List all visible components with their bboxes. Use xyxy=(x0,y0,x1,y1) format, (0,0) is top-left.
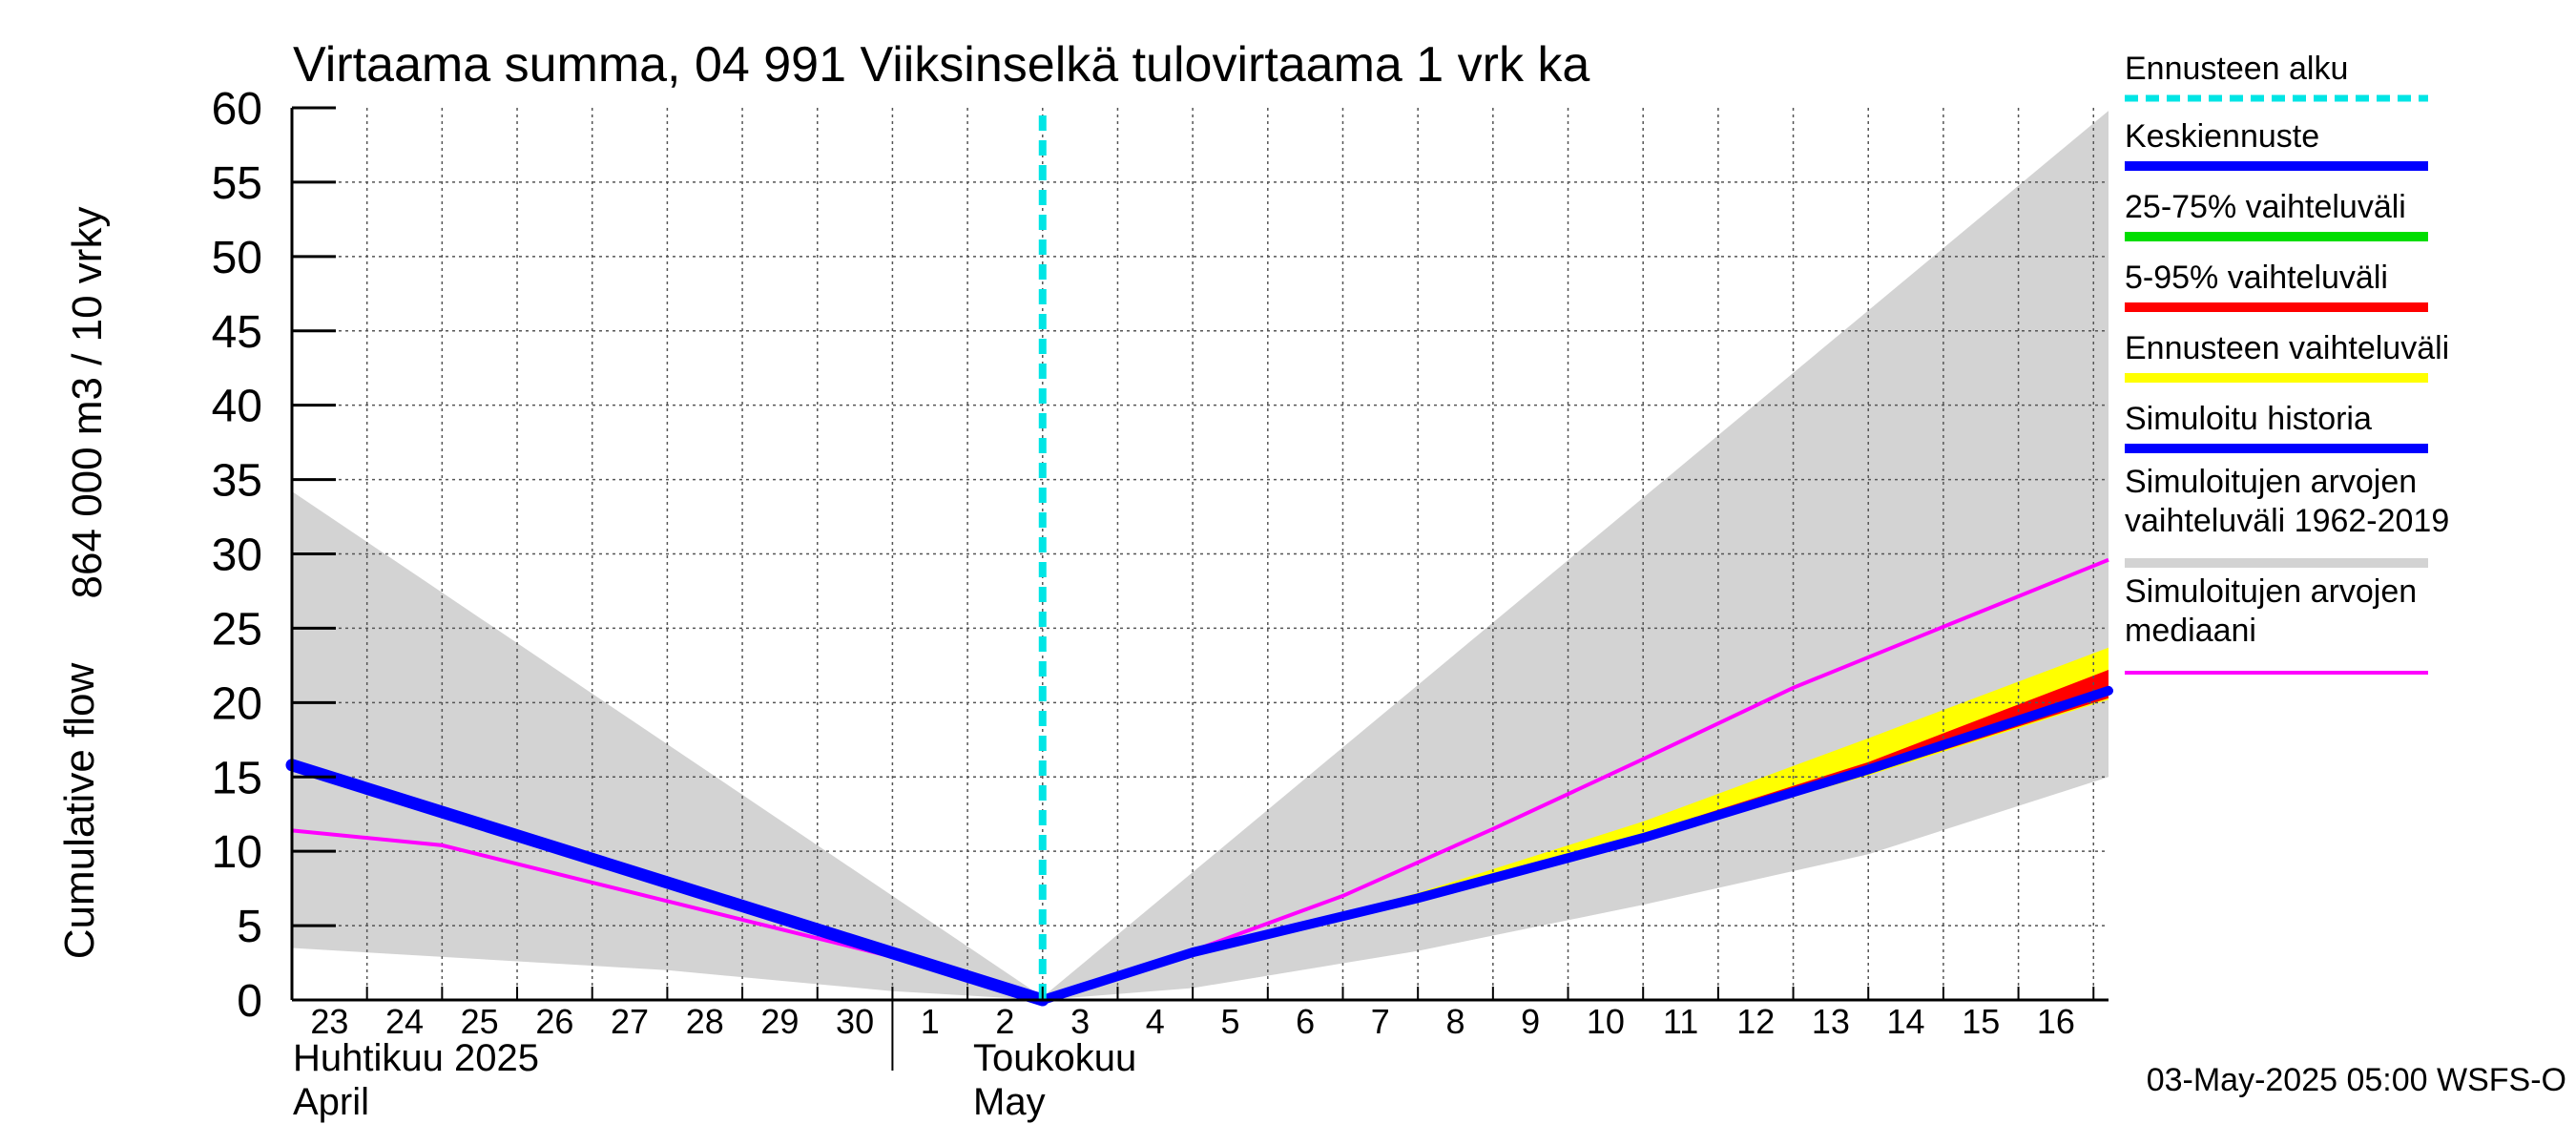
x-tick-label: 25 xyxy=(461,1002,499,1041)
y-tick-label: 60 xyxy=(212,84,262,135)
x-tick-label: 2 xyxy=(995,1002,1014,1041)
legend-label-p25_75: 25-75% vaihteluväli xyxy=(2125,189,2406,225)
x-tick-label: 15 xyxy=(1962,1002,2000,1041)
y-tick-label: 30 xyxy=(212,531,262,581)
x-tick-label: 12 xyxy=(1736,1002,1775,1041)
x-tick-labels: 23 24 25 26 27 28 29 30 1 2 3 4 5 6 7 8 9 10 11 12 13 14 15 16 xyxy=(310,1002,2075,1041)
grid-layer xyxy=(292,108,2109,1000)
legend-label-sim_median: Simuloitujen arvojen xyxy=(2125,573,2417,610)
y-tick-label: 35 xyxy=(212,456,262,507)
y-axis-label-units: 864 000 m3 / 10 vrky xyxy=(64,207,111,599)
month-label-may-en: May xyxy=(973,1081,1046,1123)
x-tick-label: 9 xyxy=(1521,1002,1540,1041)
x-tick-label: 3 xyxy=(1070,1002,1090,1041)
y-tick-label: 25 xyxy=(212,604,262,655)
y-tick-label: 40 xyxy=(212,382,262,432)
x-tick-label: 29 xyxy=(760,1002,799,1041)
mean-forecast-line xyxy=(1037,685,2113,1005)
x-tick-label: 1 xyxy=(921,1002,940,1041)
x-tick-label: 4 xyxy=(1146,1002,1165,1041)
frame-layer xyxy=(290,106,2109,1071)
x-tick-label: 5 xyxy=(1220,1002,1239,1041)
x-tick-label: 8 xyxy=(1445,1002,1465,1041)
y-tick-label: 0 xyxy=(237,976,262,1027)
series-layer xyxy=(292,111,2109,1001)
x-tick-label: 7 xyxy=(1371,1002,1390,1041)
legend-label2-sim_median: mediaani xyxy=(2125,613,2256,649)
x-tick-label: 28 xyxy=(686,1002,724,1041)
month-label-april-en: April xyxy=(293,1081,369,1123)
x-tick-label: 13 xyxy=(1812,1002,1850,1041)
legend-label2-sim_range: vaihteluväli 1962-2019 xyxy=(2125,503,2449,539)
x-tick-label: 26 xyxy=(535,1002,573,1041)
y-tick-label: 50 xyxy=(212,233,262,283)
legend-label-sim_range: Simuloitujen arvojen xyxy=(2125,464,2417,500)
x-tick-label: 23 xyxy=(310,1002,348,1041)
y-tick-label: 45 xyxy=(212,307,262,358)
chart-title: Virtaama summa, 04 991 Viiksinselkä tulo… xyxy=(293,37,1589,93)
legend-label-p5_95: 5-95% vaihteluväli xyxy=(2125,260,2388,296)
x-tick-label: 10 xyxy=(1587,1002,1625,1041)
y-tick-label: 20 xyxy=(212,678,262,729)
x-tick-label: 30 xyxy=(836,1002,874,1041)
y-axis-label-title: Cumulative flow xyxy=(56,663,103,960)
lines-layer xyxy=(285,115,2113,1007)
month-label-may-fi: Toukokuu xyxy=(973,1037,1136,1079)
legend: Ennusteen alku Keskiennuste 25-75% vaihtel… xyxy=(2125,51,2449,675)
simulated-history-line xyxy=(285,759,1049,1007)
legend-label-mean_forecast: Keskiennuste xyxy=(2125,118,2319,155)
y-tick-labels: 0 5 10 15 20 25 30 35 40 45 50 55 60 xyxy=(212,84,262,1027)
legend-label-forecast_start: Ennusteen alku xyxy=(2125,51,2348,87)
y-tick-label: 55 xyxy=(212,158,262,209)
x-tick-label: 11 xyxy=(1663,1002,1698,1041)
x-tick-label: 24 xyxy=(385,1002,424,1041)
y-tick-label: 10 xyxy=(212,827,262,878)
y-tick-label: 15 xyxy=(212,753,262,803)
timestamp: 03-May-2025 05:00 WSFS-O xyxy=(2147,1062,2566,1098)
x-tick-label: 27 xyxy=(611,1002,649,1041)
y-tick-label: 5 xyxy=(237,902,262,952)
legend-label-simulated_history: Simuloitu historia xyxy=(2125,401,2372,437)
x-tick-label: 14 xyxy=(1887,1002,1925,1041)
sim-range-band xyxy=(292,111,2109,1001)
legend-label-forecast_range: Ennusteen vaihteluväli xyxy=(2125,330,2449,366)
x-tick-label: 6 xyxy=(1296,1002,1315,1041)
month-label-april-fi: Huhtikuu 2025 xyxy=(293,1037,539,1079)
x-tick-label: 16 xyxy=(2037,1002,2075,1041)
